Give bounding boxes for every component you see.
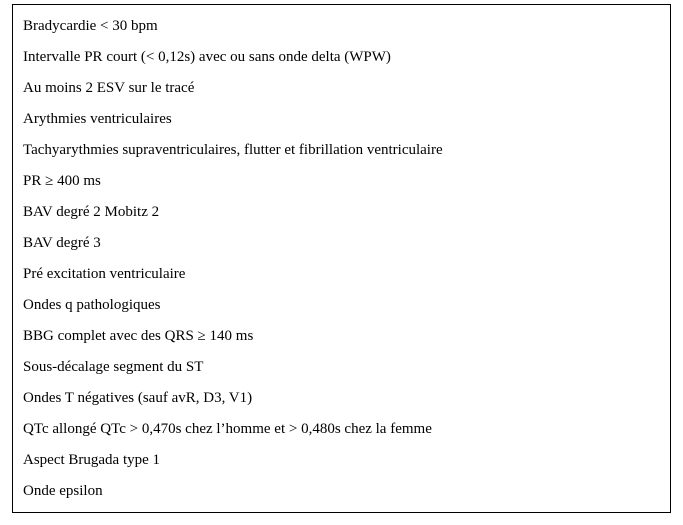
list-item: BAV degré 3 [23, 234, 660, 252]
list-item: Ondes q pathologiques [23, 296, 660, 314]
list-item: Ondes T négatives (sauf avR, D3, V1) [23, 389, 660, 407]
list-item: Arythmies ventriculaires [23, 110, 660, 128]
list-item: Tachyarythmies supraventriculaires, flut… [23, 141, 660, 159]
list-item: QTc allongé QTc > 0,470s chez l’homme et… [23, 420, 660, 438]
list-item: Intervalle PR court (< 0,12s) avec ou sa… [23, 48, 660, 66]
list-item: Bradycardie < 30 bpm [23, 17, 660, 35]
list-item: BAV degré 2 Mobitz 2 [23, 203, 660, 221]
criteria-box: Bradycardie < 30 bpm Intervalle PR court… [12, 4, 671, 513]
list-item: BBG complet avec des QRS ≥ 140 ms [23, 327, 660, 345]
list-item: Onde epsilon [23, 482, 660, 500]
list-item: Au moins 2 ESV sur le tracé [23, 79, 660, 97]
list-item: Pré excitation ventriculaire [23, 265, 660, 283]
page: Bradycardie < 30 bpm Intervalle PR court… [0, 0, 683, 525]
list-item: PR ≥ 400 ms [23, 172, 660, 190]
list-item: Sous-décalage segment du ST [23, 358, 660, 376]
list-item: Aspect Brugada type 1 [23, 451, 660, 469]
